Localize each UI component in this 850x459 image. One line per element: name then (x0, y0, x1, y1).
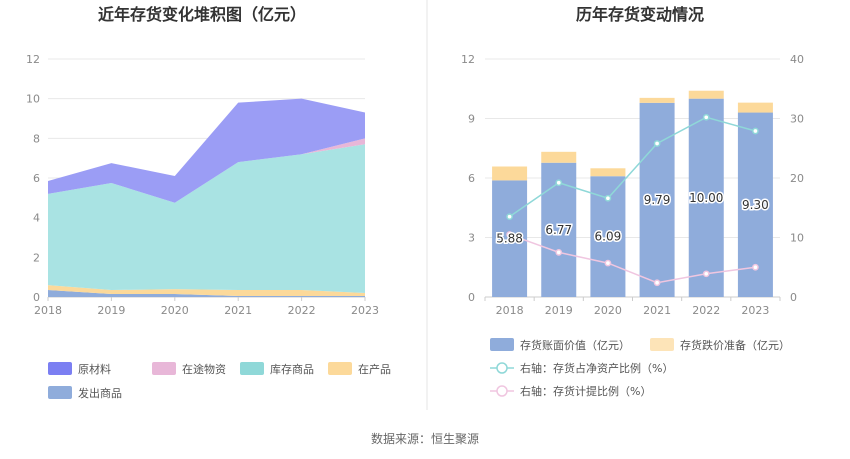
legend-marker (496, 362, 508, 374)
line-point (653, 140, 661, 147)
legend-label: 右轴：存货占净资产比例（%） (520, 361, 673, 375)
legend-label: 存货账面价值（亿元） (520, 338, 630, 352)
x-tick-label: 2021 (224, 304, 252, 317)
y-tick-label: 4 (33, 212, 40, 225)
right-chart-data-labels: 5.88 6.77 6.09 9.79 10.00 9.30 (495, 189, 771, 247)
y2-tick-label: 0 (790, 291, 797, 304)
left-chart-x-ticks: 2018 2019 2020 2021 2022 2023 (34, 297, 379, 317)
y2-tick-label: 20 (790, 172, 804, 185)
right-chart-bars (492, 90, 773, 298)
line-point (506, 231, 513, 238)
line-point (604, 259, 612, 267)
bar-data-label: 9.79 (644, 193, 671, 207)
legend-label: 在产品 (358, 362, 391, 376)
y-tick-label: 0 (33, 291, 40, 304)
legend-swatch (328, 362, 352, 375)
left-chart-y-ticks: 0 2 4 6 8 10 12 (26, 53, 40, 304)
legend-label: 在途物资 (182, 362, 226, 376)
line-point (752, 127, 759, 135)
y-tick-label: 2 (33, 251, 40, 264)
area-series (48, 98, 365, 203)
area-series (48, 290, 365, 297)
legend-label: 库存商品 (270, 362, 314, 376)
bar-data-label: 10.00 (689, 191, 723, 205)
bar-data-label: 6.77 (545, 223, 572, 237)
y-tick-label: 0 (468, 291, 475, 304)
bar (541, 151, 577, 163)
bar (492, 166, 528, 181)
line-point (555, 249, 563, 256)
y2-tick-label: 10 (790, 232, 804, 245)
legend-label: 右轴：存货计提比例（%） (520, 384, 651, 398)
x-tick-label: 2023 (741, 304, 769, 317)
x-tick-label: 2020 (161, 304, 189, 317)
y-tick-label: 10 (26, 93, 40, 106)
legend-swatch (152, 362, 176, 375)
y-tick-label: 8 (33, 132, 40, 145)
legend-swatch (240, 362, 264, 375)
line-point (506, 213, 513, 221)
bar-data-label: 5.88 (496, 232, 523, 246)
x-tick-label: 2023 (351, 304, 379, 317)
legend-swatch (48, 386, 72, 399)
right-chart-y2-ticks: 0 10 20 30 40 (790, 53, 804, 304)
line-series (509, 116, 756, 218)
line-series (509, 233, 756, 284)
legend-label: 原材料 (78, 362, 111, 376)
legend-label: 发出商品 (78, 386, 122, 400)
x-tick-label: 2019 (97, 304, 125, 317)
bar (639, 97, 675, 103)
line-point (702, 270, 710, 278)
bar (688, 90, 724, 99)
y-tick-label: 6 (468, 172, 475, 185)
legend-marker (496, 385, 508, 397)
area-series (48, 144, 365, 294)
bar (688, 98, 724, 298)
y2-tick-label: 30 (790, 113, 804, 126)
x-tick-label: 2018 (496, 304, 524, 317)
y-tick-label: 6 (33, 172, 40, 185)
legend-swatch (490, 338, 514, 351)
y-tick-label: 12 (461, 53, 475, 66)
line-point (604, 194, 612, 202)
y2-tick-label: 40 (790, 53, 804, 66)
y-tick-label: 12 (26, 53, 40, 66)
data-source: 数据来源：恒生聚源 (371, 431, 479, 446)
bar (590, 168, 626, 177)
y-tick-label: 9 (468, 113, 475, 126)
right-chart-grid (485, 58, 780, 298)
bar-data-label: 6.09 (595, 230, 622, 244)
legend-swatch (650, 338, 674, 351)
left-chart-title: 近年存货变化堆积图（亿元） (98, 5, 306, 24)
right-chart-x-ticks: 2018 2019 2020 2021 2022 2023 (484, 297, 781, 317)
bar (737, 102, 773, 113)
x-tick-label: 2021 (643, 304, 671, 317)
x-tick-label: 2020 (594, 304, 622, 317)
area-series (48, 285, 365, 297)
line-point (752, 263, 759, 271)
right-chart-lines (506, 113, 759, 287)
y-tick-label: 3 (468, 232, 475, 245)
right-chart-y-ticks: 0 3 6 9 12 (461, 53, 475, 304)
bar (639, 102, 675, 297)
right-chart-legend: 存货账面价值（亿元） 存货跌价准备（亿元） 右轴：存货占净资产比例（%） 右轴：存货计… (490, 338, 790, 398)
line-point (653, 279, 661, 287)
x-tick-label: 2019 (545, 304, 573, 317)
right-chart-title: 历年存货变动情况 (576, 5, 704, 24)
line-point (702, 113, 710, 121)
left-chart-areas (48, 98, 365, 297)
x-tick-label: 2022 (288, 304, 316, 317)
bar-data-label: 9.30 (742, 198, 769, 212)
x-tick-label: 2018 (34, 304, 62, 317)
legend-label: 存货跌价准备（亿元） (680, 338, 790, 352)
legend-swatch (48, 362, 72, 375)
line-point (555, 179, 563, 187)
x-tick-label: 2022 (692, 304, 720, 317)
